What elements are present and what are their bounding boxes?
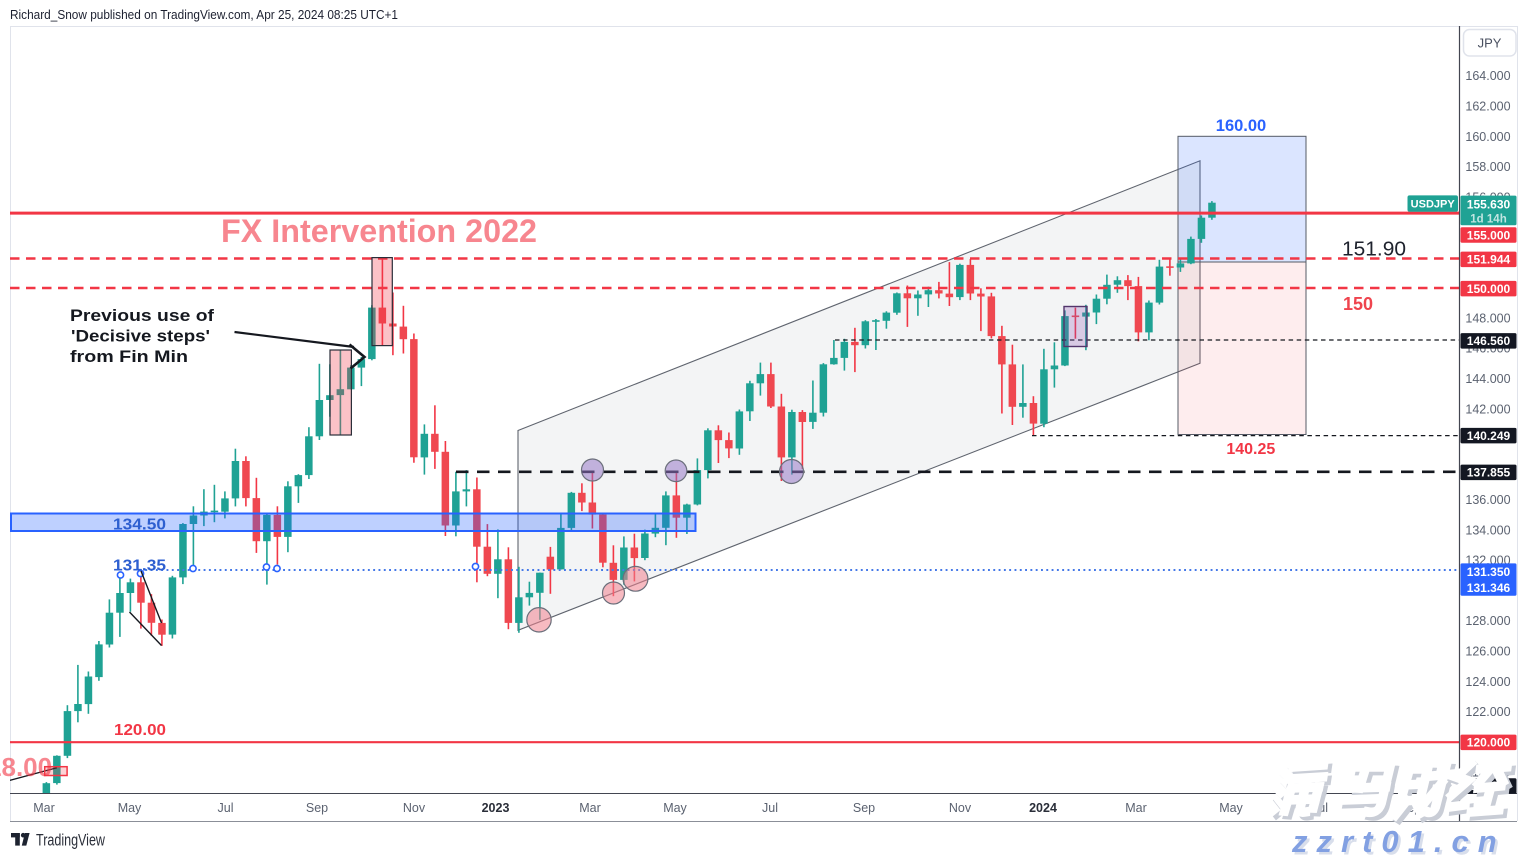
svg-text:134.50: 134.50	[113, 517, 166, 534]
svg-text:140.249: 140.249	[1467, 429, 1511, 443]
svg-text:Sep: Sep	[853, 801, 875, 815]
svg-text:160.00: 160.00	[1216, 117, 1266, 135]
svg-text:128.000: 128.000	[1465, 614, 1510, 628]
svg-text:155.000: 155.000	[1467, 228, 1511, 242]
svg-text:Richard_Snow published on Trad: Richard_Snow published on TradingView.co…	[10, 8, 398, 22]
svg-text:Sep: Sep	[306, 801, 328, 815]
svg-text:151.944: 151.944	[1467, 253, 1511, 267]
svg-text:146.560: 146.560	[1467, 334, 1511, 348]
svg-text:May: May	[663, 801, 687, 815]
svg-text:FX Intervention 2022: FX Intervention 2022	[221, 213, 537, 249]
svg-text:1d 14h: 1d 14h	[1470, 213, 1506, 225]
svg-text:151.90: 151.90	[1342, 239, 1406, 261]
svg-text:144.000: 144.000	[1465, 372, 1510, 386]
svg-text:Mar: Mar	[33, 801, 55, 815]
svg-text:May: May	[118, 801, 142, 815]
svg-text:164.000: 164.000	[1465, 69, 1510, 83]
svg-text:131.346: 131.346	[1467, 581, 1511, 595]
svg-text:Jul: Jul	[218, 801, 234, 815]
svg-text:USDJPY: USDJPY	[1411, 199, 1456, 211]
svg-text:122.000: 122.000	[1465, 705, 1510, 719]
svg-text:120.00: 120.00	[114, 722, 166, 739]
svg-text:from Fin Min: from Fin Min	[70, 347, 188, 366]
svg-text:124.000: 124.000	[1465, 675, 1510, 689]
svg-text:Nov: Nov	[949, 801, 972, 815]
svg-text:136.000: 136.000	[1465, 493, 1510, 507]
svg-text:158.000: 158.000	[1465, 160, 1510, 174]
svg-text:142.000: 142.000	[1465, 402, 1510, 416]
svg-text:160.000: 160.000	[1465, 130, 1510, 144]
svg-text:118.00: 118.00	[0, 752, 52, 782]
svg-text:162.000: 162.000	[1465, 100, 1510, 114]
svg-text:148.000: 148.000	[1465, 311, 1510, 325]
svg-text:Jul: Jul	[762, 801, 778, 815]
svg-text:May: May	[1219, 801, 1243, 815]
svg-text:2024: 2024	[1029, 801, 1057, 815]
svg-text:140.25: 140.25	[1226, 441, 1275, 458]
svg-text:131.35: 131.35	[113, 558, 166, 575]
svg-text:zzrt01.cn: zzrt01.cn	[1291, 824, 1506, 857]
svg-text:Nov: Nov	[403, 801, 426, 815]
svg-text:155.630: 155.630	[1467, 198, 1511, 212]
svg-text:131.350: 131.350	[1467, 565, 1511, 579]
svg-text:137.855: 137.855	[1467, 466, 1511, 480]
svg-text:150.000: 150.000	[1467, 282, 1511, 296]
svg-text:150: 150	[1343, 294, 1373, 314]
svg-text:JPY: JPY	[1478, 36, 1502, 51]
svg-text:Previous use of: Previous use of	[70, 306, 214, 325]
svg-text:Mar: Mar	[1125, 801, 1147, 815]
svg-text:2023: 2023	[482, 801, 510, 815]
svg-text:120.000: 120.000	[1467, 736, 1511, 750]
svg-text:Mar: Mar	[579, 801, 601, 815]
svg-text:126.000: 126.000	[1465, 645, 1510, 659]
svg-text:'Decisive steps': 'Decisive steps'	[71, 327, 210, 346]
svg-text:134.000: 134.000	[1465, 523, 1510, 537]
svg-text:TradingView: TradingView	[36, 831, 106, 850]
